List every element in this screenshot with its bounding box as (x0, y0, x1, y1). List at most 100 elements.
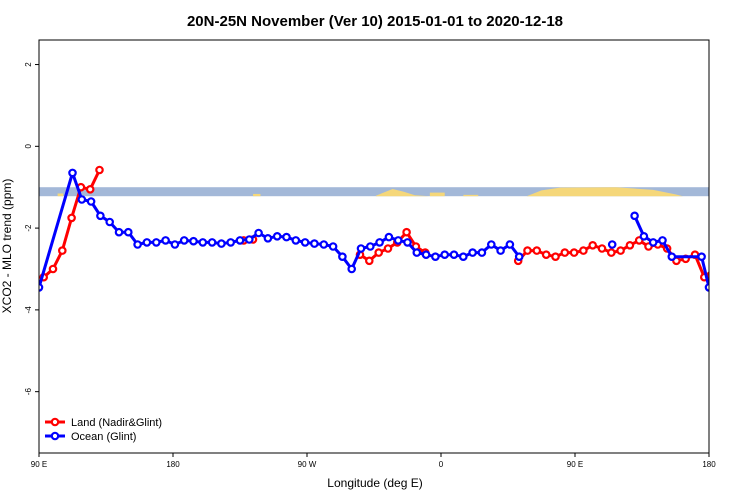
ocean-series-point (365, 242, 375, 251)
x-tick-label: 90 E (567, 460, 583, 469)
ocean-series-point (226, 238, 236, 247)
ocean-series-point (384, 232, 394, 242)
ocean-series-point (39, 283, 44, 292)
ocean-series-point (291, 236, 301, 245)
land-series-point (597, 244, 607, 253)
land-series-point (364, 256, 374, 266)
legend: Land (Nadir&Glint) Ocean (Glint) (45, 417, 162, 443)
ocean-series-point (468, 248, 477, 257)
land-series-point (560, 248, 570, 257)
y-tick-label: 0 (24, 144, 33, 149)
land-series-point (616, 246, 625, 255)
legend-land-marker (50, 417, 60, 427)
ocean-series-point (338, 252, 347, 262)
ocean-series-point (207, 238, 217, 247)
land-series-point (532, 246, 542, 255)
ocean-series-point (403, 238, 412, 247)
map-band-land (57, 193, 64, 197)
plot-frame (38, 39, 710, 454)
map-band-ocean (39, 187, 709, 197)
land-series-point (569, 248, 579, 257)
ocean-series-point (648, 238, 658, 247)
ocean-series-point (272, 232, 282, 241)
ocean-series-point (412, 248, 422, 257)
ocean-series-point (161, 236, 170, 245)
ocean-series-point (477, 248, 487, 257)
land-series-point (85, 185, 95, 194)
axes: 90 E 180 90 W 0 90 E 180 2 0 -2 -4 -6 (24, 39, 716, 469)
x-tick-label: 180 (166, 460, 180, 469)
land-series-point (588, 241, 598, 250)
land-series-point (48, 264, 58, 274)
ocean-series-point (170, 240, 180, 249)
ocean-series-point (245, 235, 254, 244)
ocean-series-point (514, 252, 524, 262)
land-series-point (374, 248, 384, 257)
ocean-series-point (319, 240, 329, 249)
chart-title: 20N-25N November (Ver 10) 2015-01-01 to … (187, 13, 563, 30)
y-axis-label: XCO2 - MLO trend (ppm) (0, 179, 14, 314)
land-series-point (579, 246, 588, 255)
ocean-series-point (486, 240, 496, 249)
ocean-series-point (421, 250, 431, 260)
ocean-series-point (68, 168, 77, 178)
map-band-land (463, 194, 479, 197)
land-series-point (551, 252, 560, 262)
map-band-land (718, 187, 750, 196)
map-band-land (526, 187, 683, 197)
map-band-land (253, 193, 261, 197)
ocean-series-point (254, 228, 263, 238)
legend-ocean-marker (50, 431, 60, 441)
y-tick-label: -6 (24, 388, 33, 396)
y-tick-label: -4 (24, 306, 33, 314)
y-tick-label: -2 (24, 224, 33, 232)
land-series-point (606, 248, 616, 257)
land-series-point (383, 244, 393, 253)
map-band-land (429, 192, 445, 197)
ocean-series-point (458, 252, 468, 262)
ocean-series-point (189, 236, 198, 246)
ocean-series-point (440, 250, 450, 260)
y-tick-label: 2 (24, 62, 33, 67)
land-series-point (711, 266, 717, 272)
ocean-series-point (630, 211, 639, 221)
land-series-point (67, 213, 76, 223)
ocean-series-point (449, 250, 459, 260)
x-axis-label: Longitude (deg E) (327, 476, 422, 490)
ocean-series-point (505, 240, 515, 249)
x-tick-label: 0 (439, 460, 444, 469)
ocean-series-point (310, 239, 319, 248)
ocean-series-point (217, 239, 226, 248)
ocean-series-point (198, 238, 208, 247)
ocean-series-point (347, 264, 357, 274)
ocean-series-point (431, 252, 440, 262)
legend-land-label: Land (Nadir&Glint) (71, 417, 162, 429)
plot-area (39, 165, 750, 292)
land-series-line (517, 238, 709, 279)
ocean-series-point (375, 238, 384, 247)
land-series-point (95, 165, 104, 175)
ocean-series-point (607, 240, 617, 249)
land-series-point (720, 247, 726, 253)
ocean-series-point (142, 238, 152, 247)
ocean-series-point (667, 252, 677, 262)
x-tick-label: 90 W (298, 460, 317, 469)
ocean-series-point (179, 236, 189, 245)
ocean-series-point (77, 195, 87, 204)
land-series-point (729, 215, 735, 221)
map-band-land (375, 189, 430, 197)
ocean-series-point (105, 217, 115, 227)
land-series-point (625, 241, 635, 250)
x-tick-label: 90 E (31, 460, 47, 469)
ocean-series-point (152, 238, 161, 247)
ocean-series-point (263, 234, 273, 243)
land-series-point (541, 250, 551, 260)
plot-inner (39, 165, 750, 292)
ocean-series-point (658, 236, 667, 245)
ocean-series-point (739, 170, 745, 176)
x-tick-label: 180 (702, 460, 716, 469)
ocean-series-point (697, 252, 706, 262)
land-series-point (402, 227, 411, 237)
ocean-series-point (133, 240, 142, 249)
